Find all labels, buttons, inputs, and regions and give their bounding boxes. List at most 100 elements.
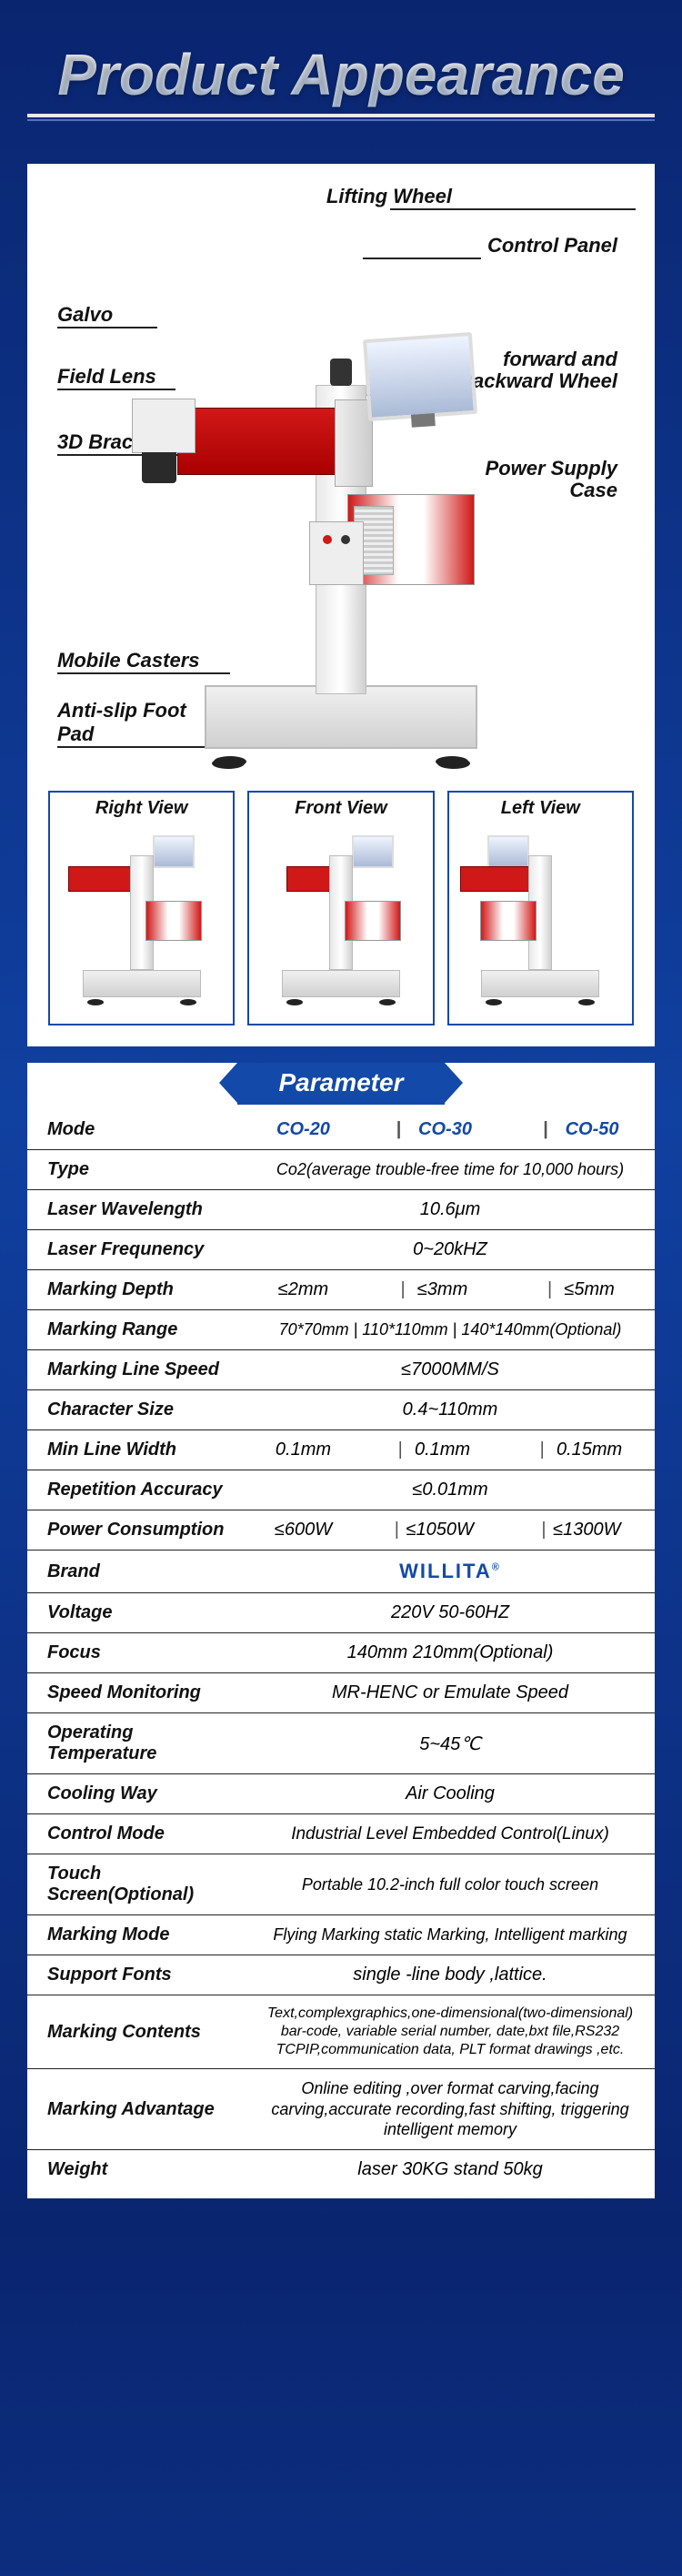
view-title: Left View [449, 798, 632, 819]
cell-value: WILLITA® [246, 1551, 655, 1593]
callout-control-panel: Control Panel [487, 234, 617, 258]
title-underline [27, 114, 655, 121]
cell-label: Mode [27, 1110, 246, 1150]
callout-field-lens: Field Lens [57, 365, 156, 389]
parameter-banner-wrap: Parameter [27, 1063, 655, 1110]
machine-controlbox [309, 521, 364, 585]
row-frequency: Laser Frequnency 0~20kHZ [27, 1230, 655, 1270]
row-mark-mode: Marking Mode Flying Marking static Marki… [27, 1915, 655, 1955]
cell-value: | 0.15mm [506, 1430, 655, 1470]
view-right: Right View [48, 791, 235, 1025]
cell-value: ≤0.01mm [246, 1470, 655, 1510]
cell-label: Operating Temperature [27, 1713, 246, 1774]
row-op-temp: Operating Temperature 5~45℃ [27, 1713, 655, 1774]
view-left: Left View [447, 791, 634, 1025]
cell-label: Touch Screen(Optional) [27, 1854, 246, 1915]
machine-illustration [186, 312, 496, 785]
cell-value: 0.1mm [246, 1430, 361, 1470]
cell-value: Text,complexgraphics,one-dimensional(two… [246, 1995, 655, 2069]
cell-value: | ≤1050W [361, 1510, 506, 1551]
cell-value: ≤7000MM/S [246, 1350, 655, 1390]
cell-value: CO-20 [246, 1110, 361, 1150]
cell-label: Cooling Way [27, 1774, 246, 1814]
cell-label: Marking Contents [27, 1995, 246, 2069]
machine-base [205, 685, 477, 749]
callout-mobile-casters: Mobile Casters [57, 649, 200, 672]
cell-label: Laser Wavelength [27, 1190, 246, 1230]
cell-value: 0~20kHZ [246, 1230, 655, 1270]
cell-value: 5~45℃ [246, 1713, 655, 1774]
row-weight: Weight laser 30KG stand 50kg [27, 2150, 655, 2190]
cell-label: Marking Mode [27, 1915, 246, 1955]
row-type: Type Co2(average trouble-free time for 1… [27, 1150, 655, 1190]
cell-value: ≤600W [246, 1510, 361, 1551]
cell-value: laser 30KG stand 50kg [246, 2150, 655, 2190]
cell-value: | ≤3mm [361, 1270, 506, 1310]
cell-label: Laser Frequnency [27, 1230, 246, 1270]
cell-value: Online editing ,over format carving,faci… [246, 2069, 655, 2150]
row-focus: Focus 140mm 210mm(Optional) [27, 1633, 655, 1673]
cell-value: | CO-50 [506, 1110, 655, 1150]
mini-machine-left [449, 823, 632, 1010]
machine-laserhead [177, 408, 368, 475]
row-mode: Mode CO-20 | CO-30 | CO-50 [27, 1110, 655, 1150]
cell-label: Character Size [27, 1390, 246, 1430]
row-brand: Brand WILLITA® [27, 1551, 655, 1593]
machine-screen [363, 332, 477, 421]
cell-value: single -line body ,lattice. [246, 1955, 655, 1995]
mini-machine-right [50, 823, 233, 1010]
cell-label: Type [27, 1150, 246, 1190]
view-title: Right View [50, 798, 233, 819]
cell-value: MR-HENC or Emulate Speed [246, 1673, 655, 1713]
cell-label: Min Line Width [27, 1430, 246, 1470]
row-cooling: Cooling Way Air Cooling [27, 1774, 655, 1814]
view-title: Front View [249, 798, 432, 819]
cell-value: | ≤5mm [506, 1270, 655, 1310]
cell-label: Control Mode [27, 1814, 246, 1854]
cell-value: | CO-30 [361, 1110, 506, 1150]
cell-value: Flying Marking static Marking, Intellige… [246, 1915, 655, 1955]
cell-label: Marking Line Speed [27, 1350, 246, 1390]
cell-value: Air Cooling [246, 1774, 655, 1814]
cell-value: 140mm 210mm(Optional) [246, 1633, 655, 1673]
cell-value: Co2(average trouble-free time for 10,000… [246, 1150, 655, 1190]
cell-label: Marking Range [27, 1310, 246, 1350]
cell-label: Weight [27, 2150, 246, 2190]
row-power: Power Consumption ≤600W | ≤1050W | ≤1300… [27, 1510, 655, 1551]
cell-label: Power Consumption [27, 1510, 246, 1551]
row-speed-mon: Speed Monitoring MR-HENC or Emulate Spee… [27, 1673, 655, 1713]
page-title: Product Appearance [27, 41, 655, 108]
diagram-card: Lifting Wheel Control Panel Galvo forwar… [27, 164, 655, 1046]
page-wrapper: Product Appearance Lifting Wheel Control… [0, 0, 682, 2198]
cell-value: Industrial Level Embedded Control(Linux) [246, 1814, 655, 1854]
cell-value: 10.6μm [246, 1190, 655, 1230]
view-front: Front View [247, 791, 434, 1025]
row-char-size: Character Size 0.4~110mm [27, 1390, 655, 1430]
row-advantage: Marking Advantage Online editing ,over f… [27, 2069, 655, 2150]
callout-lifting-wheel: Lifting Wheel [326, 185, 452, 208]
views-row: Right View Front View Left View [48, 791, 634, 1025]
cell-label: Marking Depth [27, 1270, 246, 1310]
machine-galvo [132, 399, 196, 453]
row-touch: Touch Screen(Optional) Portable 10.2-inc… [27, 1854, 655, 1915]
cell-label: Voltage [27, 1593, 246, 1633]
parameter-banner: Parameter [237, 1063, 446, 1105]
cell-label: Brand [27, 1551, 246, 1593]
row-contents: Marking Contents Text,complexgraphics,on… [27, 1995, 655, 2069]
row-voltage: Voltage 220V 50-60HZ [27, 1593, 655, 1633]
row-rep-acc: Repetition Accuracy ≤0.01mm [27, 1470, 655, 1510]
cell-value: 70*70mm | 110*110mm | 140*140mm(Optional… [246, 1310, 655, 1350]
row-control: Control Mode Industrial Level Embedded C… [27, 1814, 655, 1854]
parameter-card: Parameter Mode CO-20 | CO-30 | CO-50 Typ… [27, 1063, 655, 2198]
cell-label: Repetition Accuracy [27, 1470, 246, 1510]
cell-label: Focus [27, 1633, 246, 1673]
parameter-table: Mode CO-20 | CO-30 | CO-50 Type Co2(aver… [27, 1110, 655, 2189]
row-min-line: Min Line Width 0.1mm | 0.1mm | 0.15mm [27, 1430, 655, 1470]
cell-value: ≤2mm [246, 1270, 361, 1310]
row-line-speed: Marking Line Speed ≤7000MM/S [27, 1350, 655, 1390]
cell-value: | ≤1300W [506, 1510, 655, 1551]
row-wavelength: Laser Wavelength 10.6μm [27, 1190, 655, 1230]
machine-psu [347, 494, 475, 585]
cell-label: Marking Advantage [27, 2069, 246, 2150]
title-section: Product Appearance [0, 0, 682, 153]
